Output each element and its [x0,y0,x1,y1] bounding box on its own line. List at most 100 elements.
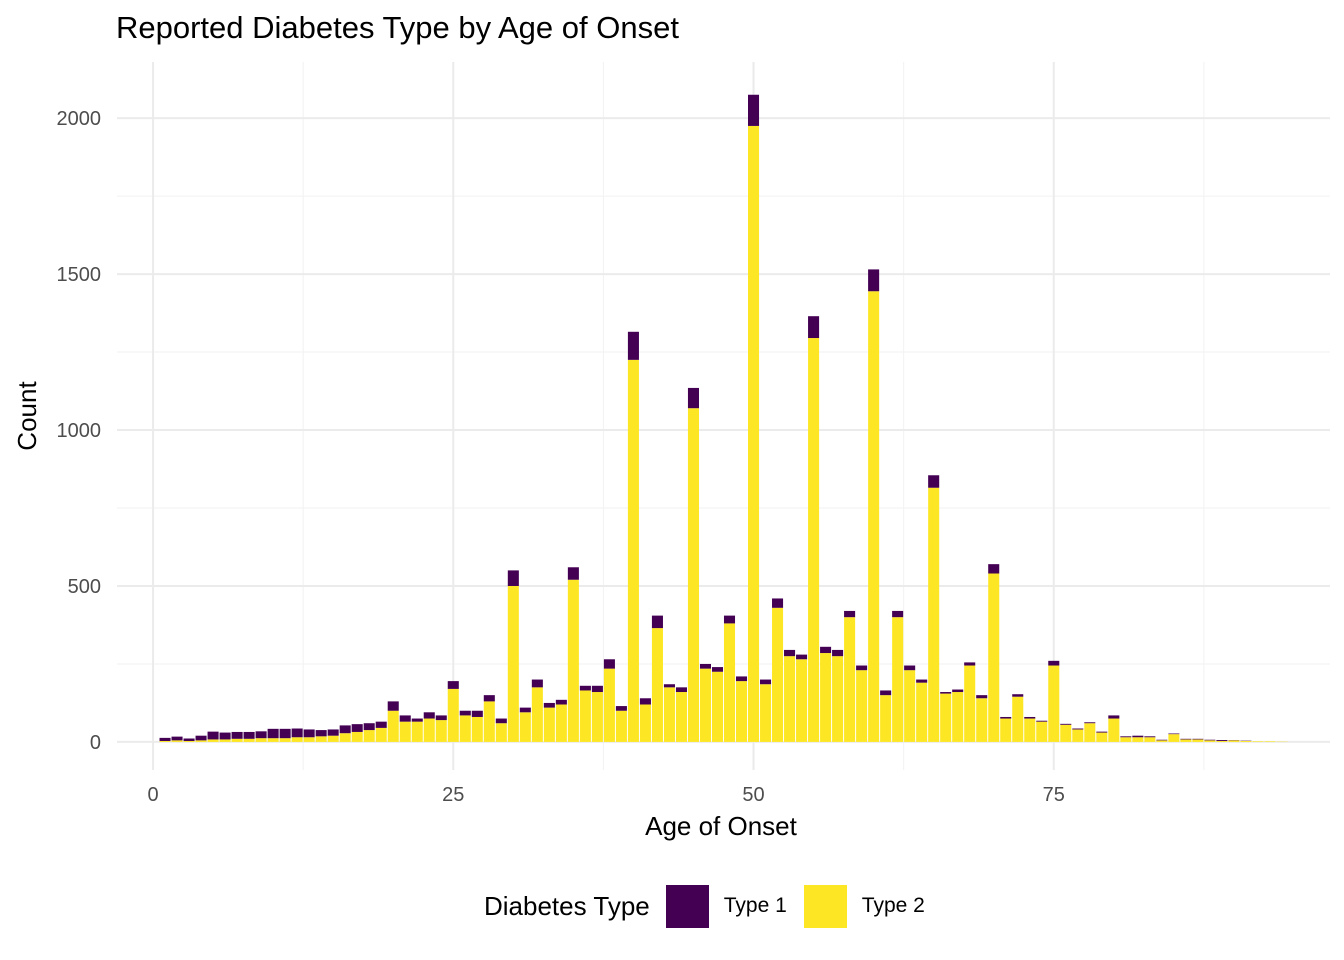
bar-type-1 [183,738,195,741]
bar-type-2 [1096,732,1108,742]
bars [159,94,1288,742]
bar-type-2 [928,487,940,742]
bar-type-2 [723,623,736,742]
bar-type-2 [1120,737,1132,742]
bar-type-1 [531,679,543,688]
bar-type-2 [555,704,567,742]
bar-type-2 [531,687,543,742]
bar-type-2 [651,628,663,742]
bar-type-2 [868,291,880,742]
bar-type-1 [171,736,183,741]
bar-type-2 [507,585,519,742]
bar-type-1 [880,690,892,696]
bar-type-2 [1156,740,1168,742]
bar-type-2 [988,573,1000,742]
bar-type-2 [904,670,916,742]
bar-type-1 [832,649,844,657]
bar-type-1 [675,687,687,693]
x-tick-label: 0 [147,784,158,806]
bar-type-1 [435,715,447,721]
bar-type-2 [543,707,555,742]
bar-type-2 [1228,740,1240,742]
bar-type-1 [1204,739,1216,741]
bar-type-2 [784,656,796,742]
bar-type-2 [423,718,435,742]
bar-type-2 [267,738,279,742]
bar-type-2 [760,684,772,742]
y-tick-label: 2000 [57,108,102,130]
bar-type-2 [591,692,603,742]
bar-type-2 [327,735,339,742]
bar-type-2 [976,698,988,742]
bar-type-1 [699,663,712,669]
bar-type-1 [291,728,303,738]
bar-type-1 [627,331,639,360]
bar-type-1 [784,649,796,657]
bar-type-1 [1060,723,1072,725]
bar-type-2 [1144,737,1156,742]
bar-type-1 [255,731,267,739]
bar-type-2 [1264,741,1276,742]
bar-type-2 [231,738,243,742]
bar-type-1 [1192,738,1204,740]
bar-type-1 [1108,715,1120,719]
bar-type-2 [219,739,231,742]
bar-type-1 [1012,694,1024,697]
bar-type-2 [1060,724,1072,742]
x-tick-label: 50 [742,784,764,806]
bar-type-1 [904,665,916,671]
bar-type-2 [1084,723,1096,742]
bar-type-1 [1048,660,1060,666]
bar-type-1 [567,567,579,580]
bar-type-1 [1036,720,1048,722]
bar-type-1 [231,731,243,739]
bar-type-2 [916,682,928,742]
legend-key-type-1 [665,884,709,928]
bar-type-1 [1084,722,1096,724]
bar-type-2 [832,656,844,742]
grid [117,62,1330,770]
y-tick-label: 1500 [57,264,102,286]
bar-type-1 [772,598,784,608]
bar-type-2 [195,740,207,742]
bar-type-2 [1180,739,1192,742]
bar-type-2 [1252,741,1264,742]
bar-type-1 [940,692,952,694]
bar-type-1 [820,646,832,654]
chart-title: Reported Diabetes Type by Age of Onset [116,10,679,45]
bar-type-2 [748,125,760,742]
bar-type-1 [483,695,495,702]
bar-type-2 [1048,665,1060,742]
bar-type-2 [1072,729,1084,742]
bar-type-1 [988,564,1000,574]
bar-type-2 [255,738,267,742]
bar-type-1 [303,729,315,738]
bar-type-1 [279,728,291,739]
legend-key-type-2 [803,884,847,928]
bar-type-1 [411,718,423,722]
legend-label-type-1: Type 1 [723,894,787,917]
bar-type-1 [1216,740,1228,741]
bar-type-1 [916,679,928,683]
bar-type-1 [1096,731,1108,733]
bar-type-2 [1240,740,1252,742]
bar-type-1 [399,715,411,722]
bar-type-2 [856,670,868,742]
legend-title: Diabetes Type [484,890,650,921]
bar-type-1 [1156,739,1168,741]
bar-type-2 [411,721,423,742]
bar-type-2 [627,359,639,742]
bar-type-1 [339,725,351,734]
bar-type-2 [952,692,964,742]
bar-type-1 [844,610,856,618]
bar-type-2 [363,730,375,742]
bar-type-2 [1204,740,1216,742]
bar-type-2 [892,617,904,742]
bar-type-1 [459,710,471,716]
bar-type-1 [928,475,940,488]
bar-type-1 [892,610,904,618]
bar-type-1 [1132,735,1144,738]
bar-type-2 [159,740,171,742]
bar-type-1 [543,702,555,708]
